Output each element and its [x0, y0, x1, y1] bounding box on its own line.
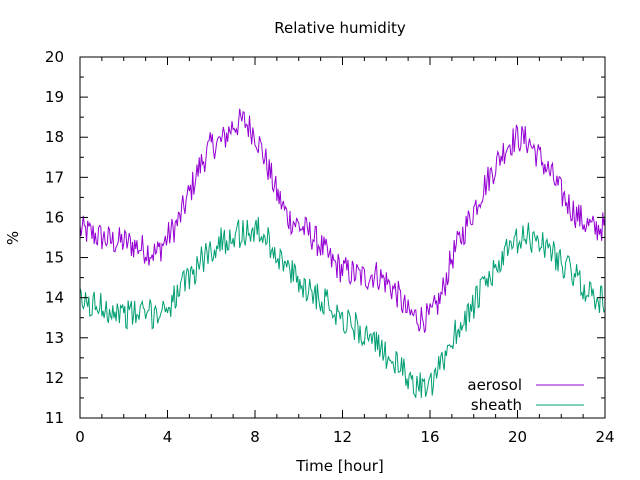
y-axis-label: % — [4, 231, 22, 245]
y-tick-label: 14 — [45, 289, 64, 307]
x-tick-label: 4 — [163, 428, 173, 446]
x-tick-label: 0 — [75, 428, 85, 446]
series-layer — [79, 108, 606, 399]
x-tick-label: 24 — [595, 428, 614, 446]
legend-label-sheath: sheath — [471, 396, 522, 414]
x-tick-label: 8 — [250, 428, 260, 446]
plot-frame — [79, 56, 606, 419]
series-line-aerosol — [79, 108, 606, 333]
x-axis-label: Time [hour] — [295, 457, 384, 475]
x-tick-label: 12 — [333, 428, 352, 446]
chart-title: Relative humidity — [274, 19, 406, 37]
legend: aerosol sheath — [467, 376, 584, 414]
y-tick-label: 18 — [45, 128, 64, 146]
y-tick-label: 17 — [45, 168, 64, 186]
x-tick-label: 16 — [420, 428, 439, 446]
x-tick-label: 20 — [508, 428, 527, 446]
legend-label-aerosol: aerosol — [467, 376, 522, 394]
y-tick-label: 15 — [45, 249, 64, 267]
y-tick-label: 12 — [45, 369, 64, 387]
ticks-layer: 0 4 8 12 16 20 24 11 12 13 14 15 16 17 18 19 20 — [45, 48, 615, 446]
y-tick-label: 11 — [45, 409, 64, 427]
series-line-sheath — [79, 217, 606, 399]
y-tick-label: 19 — [45, 88, 64, 106]
y-tick-label: 20 — [45, 48, 64, 66]
y-tick-label: 16 — [45, 208, 64, 226]
y-tick-label: 13 — [45, 329, 64, 347]
